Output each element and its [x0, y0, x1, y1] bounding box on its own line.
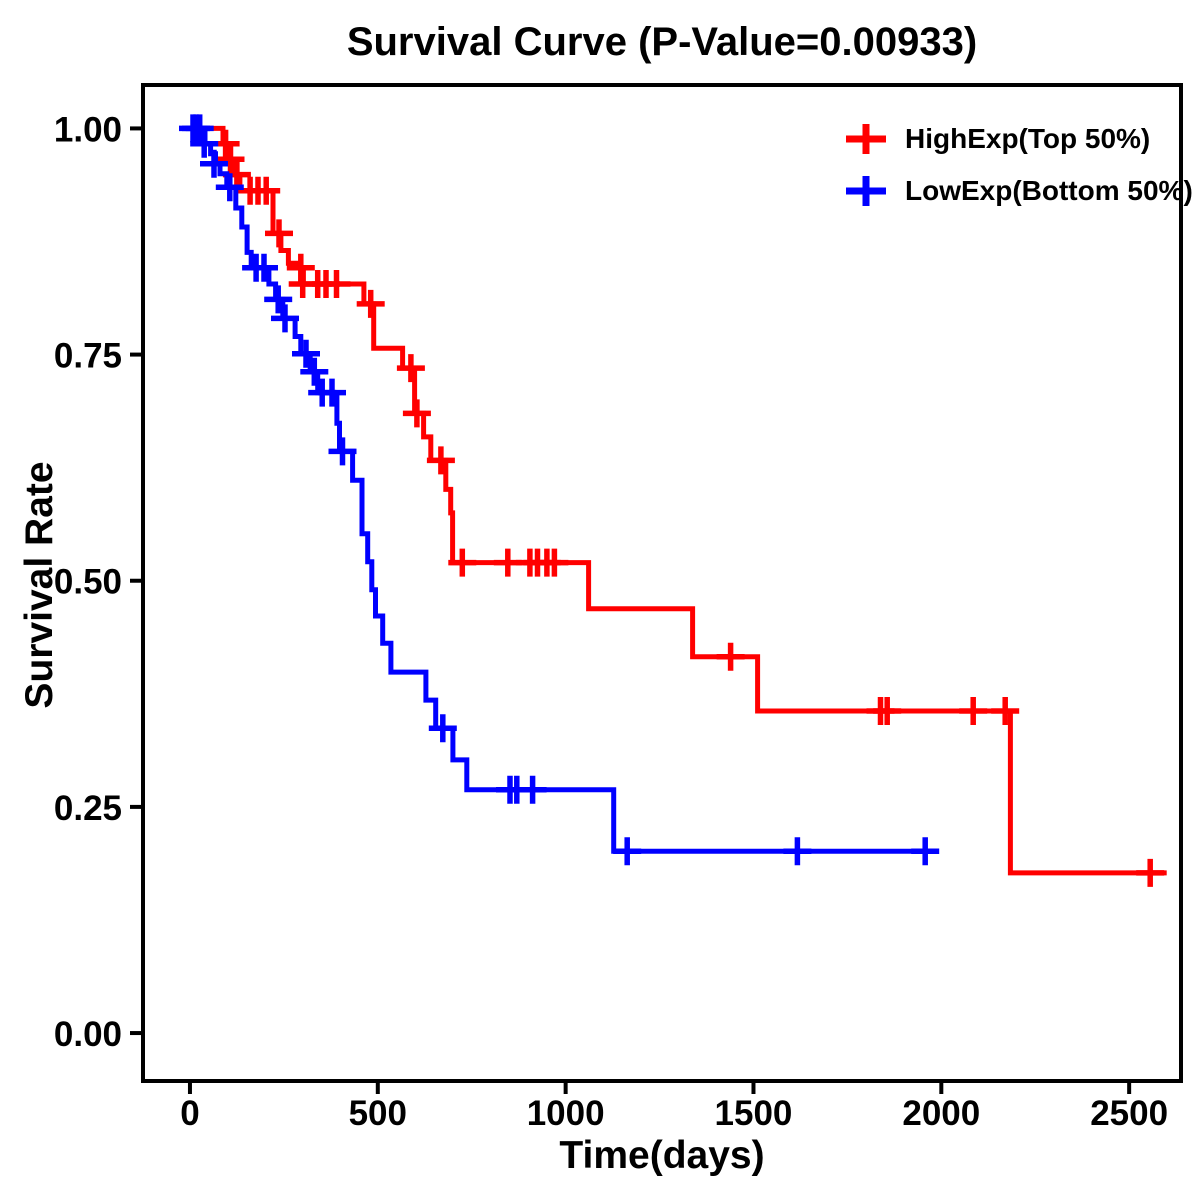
x-tick-label: 0 [180, 1094, 199, 1133]
x-axis-label: Time(days) [559, 1134, 765, 1177]
lowexp-censor-mark [613, 837, 642, 866]
highexp-censor-mark [716, 642, 745, 671]
y-tick-label: 1.00 [54, 110, 122, 149]
lowexp-censor-mark-icon [846, 176, 886, 206]
x-tick-label: 1500 [715, 1094, 793, 1133]
highexp-censor-mark [396, 354, 425, 383]
lowexp-censor-mark [250, 253, 278, 282]
highexp-censor-mark [322, 270, 351, 298]
lowexp-censor-mark [318, 378, 346, 407]
highexp-censor-mark [448, 548, 477, 577]
lowexp-censor-mark [328, 437, 357, 466]
x-tick-label: 1000 [527, 1094, 605, 1133]
lowexp-curve [190, 125, 930, 854]
lowexp-censor-mark [300, 357, 329, 386]
x-tick-label: 500 [349, 1094, 407, 1133]
y-tick-label: 0.75 [54, 337, 122, 376]
highexp-curve [190, 125, 1167, 876]
highexp-censor-mark [402, 399, 431, 428]
lowexp-censor-mark [292, 339, 320, 368]
lowexp-censor-mark [783, 837, 812, 866]
highexp-censor-mark [216, 145, 245, 174]
lowexp-censor-mark [200, 149, 228, 178]
lowexp-censor-mark [215, 173, 244, 202]
lowexp-censor-mark [264, 285, 293, 314]
legend-label-lowexp: LowExp(Bottom 50%) [905, 175, 1193, 206]
legend-item-lowexp: LowExp(Bottom 50%) [843, 165, 1193, 217]
highexp-censor-mark [540, 548, 569, 577]
highexp-censor-mark [959, 697, 988, 725]
y-tick-label: 0.50 [54, 563, 122, 602]
highexp-censor-mark [426, 446, 455, 475]
plot-border [141, 83, 1183, 1083]
y-tick-label: 0.00 [54, 1015, 122, 1054]
legend: HighExp(Top 50%) LowExp(Bottom 50%) [843, 113, 1193, 217]
x-tick-label: 2500 [1090, 1094, 1168, 1133]
lowexp-censor-mark [518, 775, 547, 804]
legend-item-highexp: HighExp(Top 50%) [843, 113, 1193, 165]
highexp-censor-mark [991, 697, 1020, 725]
highexp-censor-mark [873, 697, 902, 725]
highexp-censor-mark [252, 176, 281, 205]
x-tick-label: 2000 [902, 1094, 980, 1133]
highexp-censor-mark [265, 219, 293, 248]
lowexp-censor-mark [911, 837, 940, 866]
lowexp-censor-mark [190, 129, 219, 158]
lowexp-censor-mark [185, 114, 214, 143]
highexp-censor-mark [356, 289, 385, 318]
highexp-censor-mark [1136, 858, 1165, 887]
chart-title: Survival Curve (P-Value=0.00933) [346, 20, 978, 64]
y-tick-label: 0.25 [54, 789, 122, 828]
legend-label-highexp: HighExp(Top 50%) [905, 123, 1151, 154]
highexp-censor-mark-icon [846, 124, 886, 154]
lowexp-censor-mark [428, 714, 457, 743]
lowexp-censor-mark [271, 304, 299, 333]
